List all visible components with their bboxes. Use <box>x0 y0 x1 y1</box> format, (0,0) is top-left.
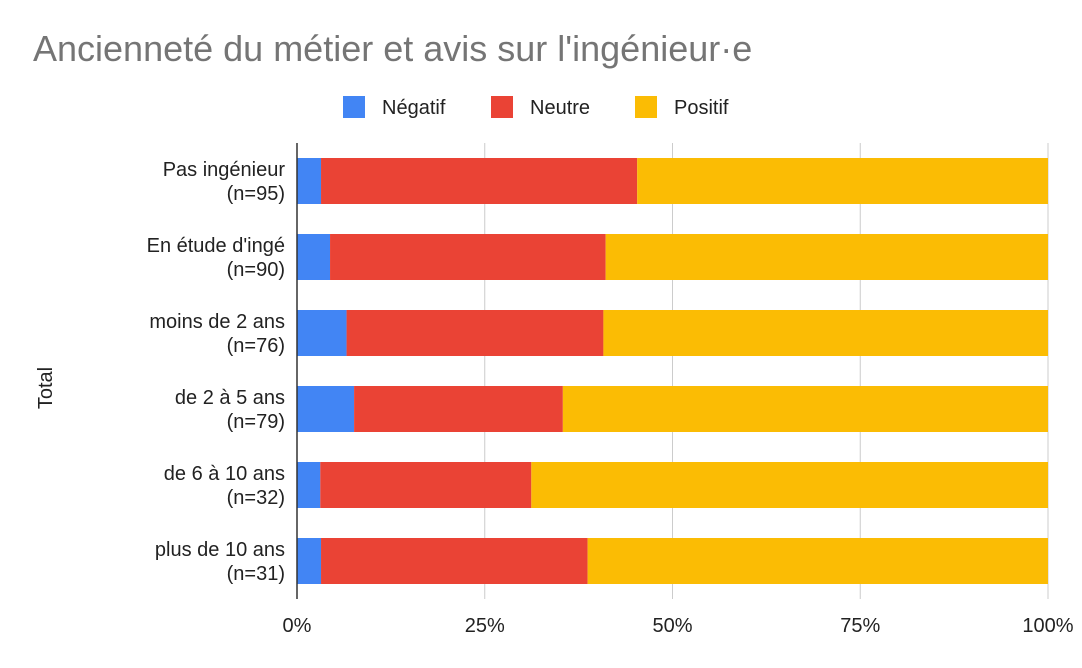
legend-label: Négatif <box>382 97 446 119</box>
bar-neutre <box>320 462 532 508</box>
category-label: de 2 à 5 ans <box>175 387 285 409</box>
bar-neutre <box>321 158 638 204</box>
x-tick-label: 25% <box>465 615 505 637</box>
chart-title: Ancienneté du métier et avis sur l'ingén… <box>33 28 753 69</box>
legend-swatch <box>491 96 513 118</box>
bar-positif <box>587 538 1048 584</box>
category-label: (n=31) <box>227 563 285 585</box>
bar-négatif <box>297 310 347 356</box>
y-axis-title: Total <box>35 367 57 409</box>
legend-swatch <box>343 96 365 118</box>
bar-positif <box>562 386 1048 432</box>
category-label: de 6 à 10 ans <box>164 463 285 485</box>
axis-layer: 0% 25% 50% 75% 100% Pas ingénieur(n=95) En étu… <box>35 143 1074 637</box>
legend-layer: Négatif Neutre Positif <box>343 96 729 119</box>
category-label: Pas ingénieur <box>163 159 286 181</box>
category-label: (n=76) <box>227 335 285 357</box>
bar-négatif <box>297 462 321 508</box>
bar-positif <box>603 310 1048 356</box>
category-label: (n=95) <box>227 183 285 205</box>
category-label: plus de 10 ans <box>155 539 285 561</box>
bar-positif <box>605 234 1048 280</box>
bar-neutre <box>346 310 604 356</box>
legend-label: Neutre <box>530 97 590 119</box>
category-label: moins de 2 ans <box>149 311 285 333</box>
x-tick-label: 0% <box>283 615 312 637</box>
grid-layer <box>484 143 1049 599</box>
x-tick-label: 75% <box>840 615 880 637</box>
bar-négatif <box>297 234 331 280</box>
bar-neutre <box>321 538 588 584</box>
bar-positif <box>531 462 1048 508</box>
bar-neutre <box>354 386 563 432</box>
legend-swatch <box>635 96 657 118</box>
legend-label: Positif <box>674 97 729 119</box>
bar-négatif <box>297 538 322 584</box>
x-tick-label: 50% <box>652 615 692 637</box>
bar-neutre <box>330 234 606 280</box>
category-label: (n=90) <box>227 259 285 281</box>
bar-layer <box>297 158 1048 584</box>
bar-positif <box>637 158 1048 204</box>
category-label: En étude d'ingé <box>147 235 285 257</box>
x-tick-label: 100% <box>1022 615 1073 637</box>
bar-négatif <box>297 386 355 432</box>
category-label: (n=32) <box>227 487 285 509</box>
category-label: (n=79) <box>227 411 285 433</box>
bar-négatif <box>297 158 322 204</box>
